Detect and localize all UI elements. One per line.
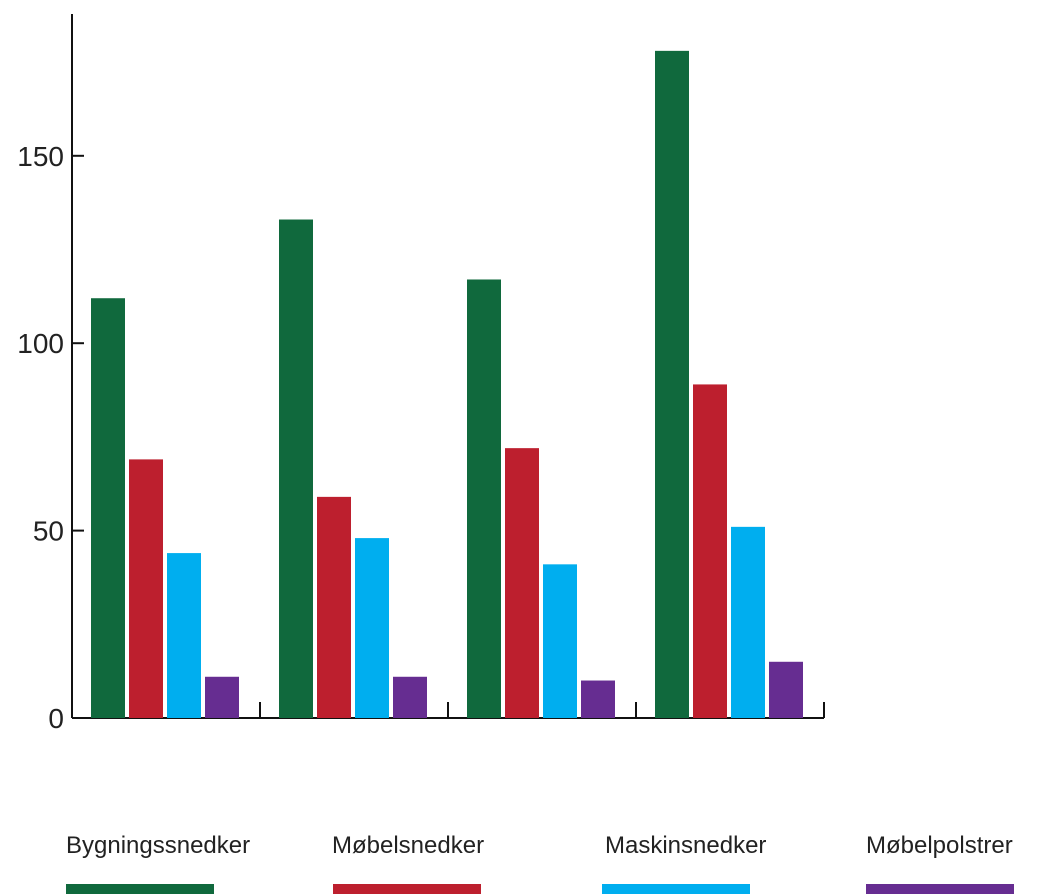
legend-label-4: Møbelpolstrer: [866, 832, 1013, 859]
bar-1-3: [467, 279, 501, 718]
bar-2-3: [505, 448, 539, 718]
bar-3-1: [167, 553, 201, 718]
bar-1-1: [91, 298, 125, 718]
y-tick-label: 100: [17, 328, 64, 359]
bar-3-3: [543, 564, 577, 718]
bar-4-4: [769, 661, 803, 718]
legend-swatch-3: [602, 884, 750, 894]
bar-1-2: [279, 219, 313, 719]
bars: [91, 50, 803, 719]
legend-label-3: Maskinsnedker: [605, 832, 767, 859]
bar-chart: 0 50 100 150: [17, 14, 825, 734]
legend-swatch-4: [866, 884, 1014, 894]
legend-swatch-2: [333, 884, 481, 894]
legend-item-2: Møbelsnedker: [332, 832, 484, 860]
legend: Bygningssnedker Møbelsnedker Maskinsnedk…: [0, 832, 1046, 896]
bar-2-4: [693, 384, 727, 718]
bar-2-1: [129, 459, 163, 718]
legend-item-3: Maskinsnedker: [605, 832, 766, 860]
bar-4-2: [393, 676, 427, 718]
y-tick-label: 50: [33, 516, 64, 547]
y-tick-label: 150: [17, 141, 64, 172]
legend-swatch-1: [66, 884, 214, 894]
legend-item-1: Bygningssnedker: [66, 832, 250, 860]
bar-4-1: [205, 676, 239, 718]
y-tick-label: 0: [48, 703, 64, 734]
bar-1-4: [655, 50, 689, 718]
bar-4-3: [581, 680, 615, 718]
legend-item-4: Møbelpolstrer: [866, 832, 1013, 860]
bar-2-2: [317, 496, 351, 718]
legend-label-1: Bygningssnedker: [66, 832, 251, 859]
legend-label-2: Møbelsnedker: [332, 832, 485, 859]
y-ticks: 0 50 100 150: [17, 141, 84, 734]
bar-3-4: [731, 526, 765, 718]
bar-3-2: [355, 538, 389, 718]
